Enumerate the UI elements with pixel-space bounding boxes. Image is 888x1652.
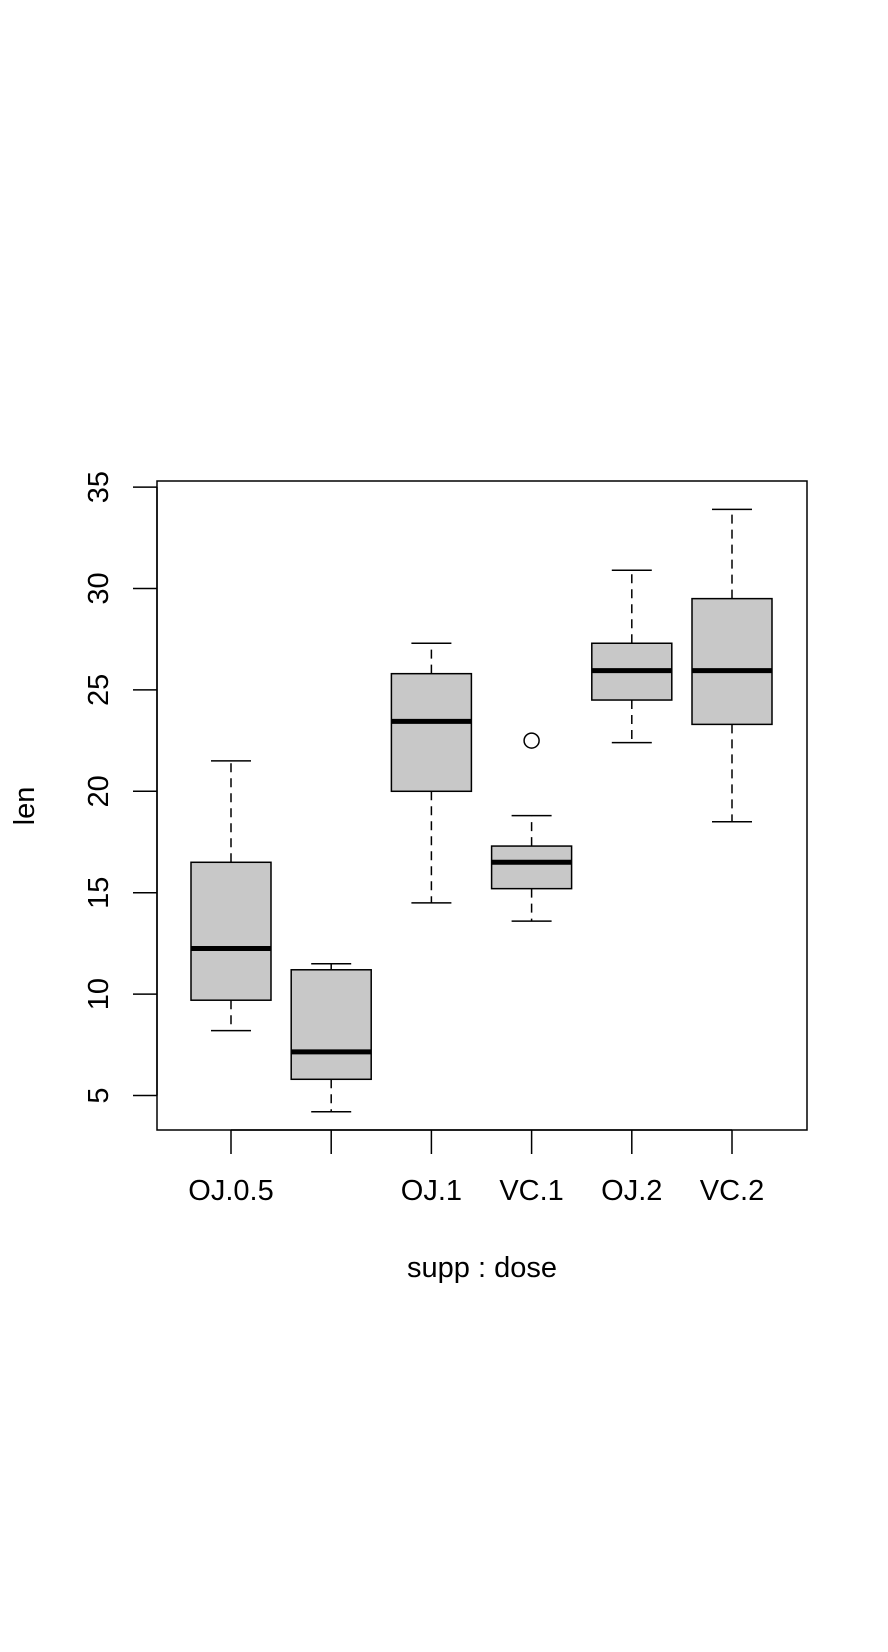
y-tick-label: 5: [83, 1087, 115, 1103]
x-tick-label: OJ.2: [601, 1175, 662, 1207]
x-tick-label: VC.2: [700, 1175, 764, 1207]
x-axis: OJ.0.5 OJ.1 VC.1 OJ.2 VC.2: [188, 1129, 764, 1207]
box-oj-1: [390, 642, 473, 904]
box-vc-2: [691, 508, 773, 823]
x-axis-label: supp : dose: [407, 1252, 557, 1284]
x-tick-label: OJ.0.5: [188, 1175, 273, 1207]
x-tick-label: OJ.1: [401, 1175, 462, 1207]
iqr-box: [290, 969, 372, 1081]
y-tick-label: 30: [83, 572, 115, 604]
y-axis-label: len: [9, 787, 41, 826]
y-tick-label: 15: [83, 877, 115, 909]
y-tick-label: 35: [83, 471, 115, 503]
y-tick-label: 25: [83, 674, 115, 706]
iqr-box: [490, 845, 573, 890]
outlier-point: [523, 732, 540, 749]
box-oj-0-5: [190, 760, 272, 1032]
iqr-box: [691, 597, 773, 726]
box-vc-0-5: [290, 962, 372, 1113]
x-tick-label: VC.1: [499, 1175, 563, 1207]
y-axis: 5 10 15 20 25 30 35: [83, 471, 158, 1104]
boxes-layer: [190, 508, 773, 1113]
y-tick-label: 20: [83, 775, 115, 807]
iqr-box: [190, 861, 272, 1001]
plot-frame: [156, 480, 808, 1131]
y-tick-label: 10: [83, 978, 115, 1010]
iqr-box: [390, 672, 473, 793]
box-oj-2: [591, 569, 673, 744]
box-vc-1: [490, 732, 573, 922]
